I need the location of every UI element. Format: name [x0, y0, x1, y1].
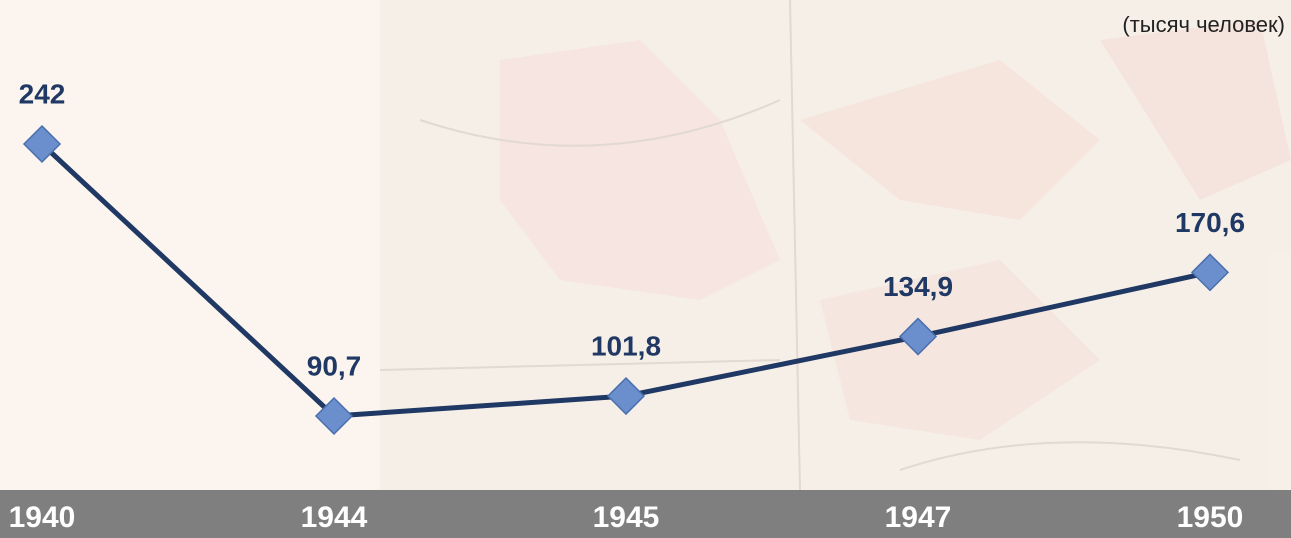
unit-label: (тысяч человек)	[1122, 12, 1285, 37]
value-label: 170,6	[1175, 207, 1245, 238]
value-label: 242	[19, 78, 66, 109]
x-tick-label: 1940	[9, 501, 76, 534]
value-label: 134,9	[883, 271, 953, 302]
value-label: 101,8	[591, 330, 661, 361]
chart: (тысяч человек) 242 90,7 101,8 134,9 170,6 19…	[0, 0, 1291, 538]
x-tick-label: 1945	[593, 501, 660, 534]
value-label: 90,7	[307, 350, 362, 381]
map-background	[380, 0, 1291, 490]
x-tick-label: 1947	[885, 501, 952, 534]
x-tick-label: 1950	[1177, 501, 1244, 534]
x-tick-label: 1944	[301, 501, 368, 534]
